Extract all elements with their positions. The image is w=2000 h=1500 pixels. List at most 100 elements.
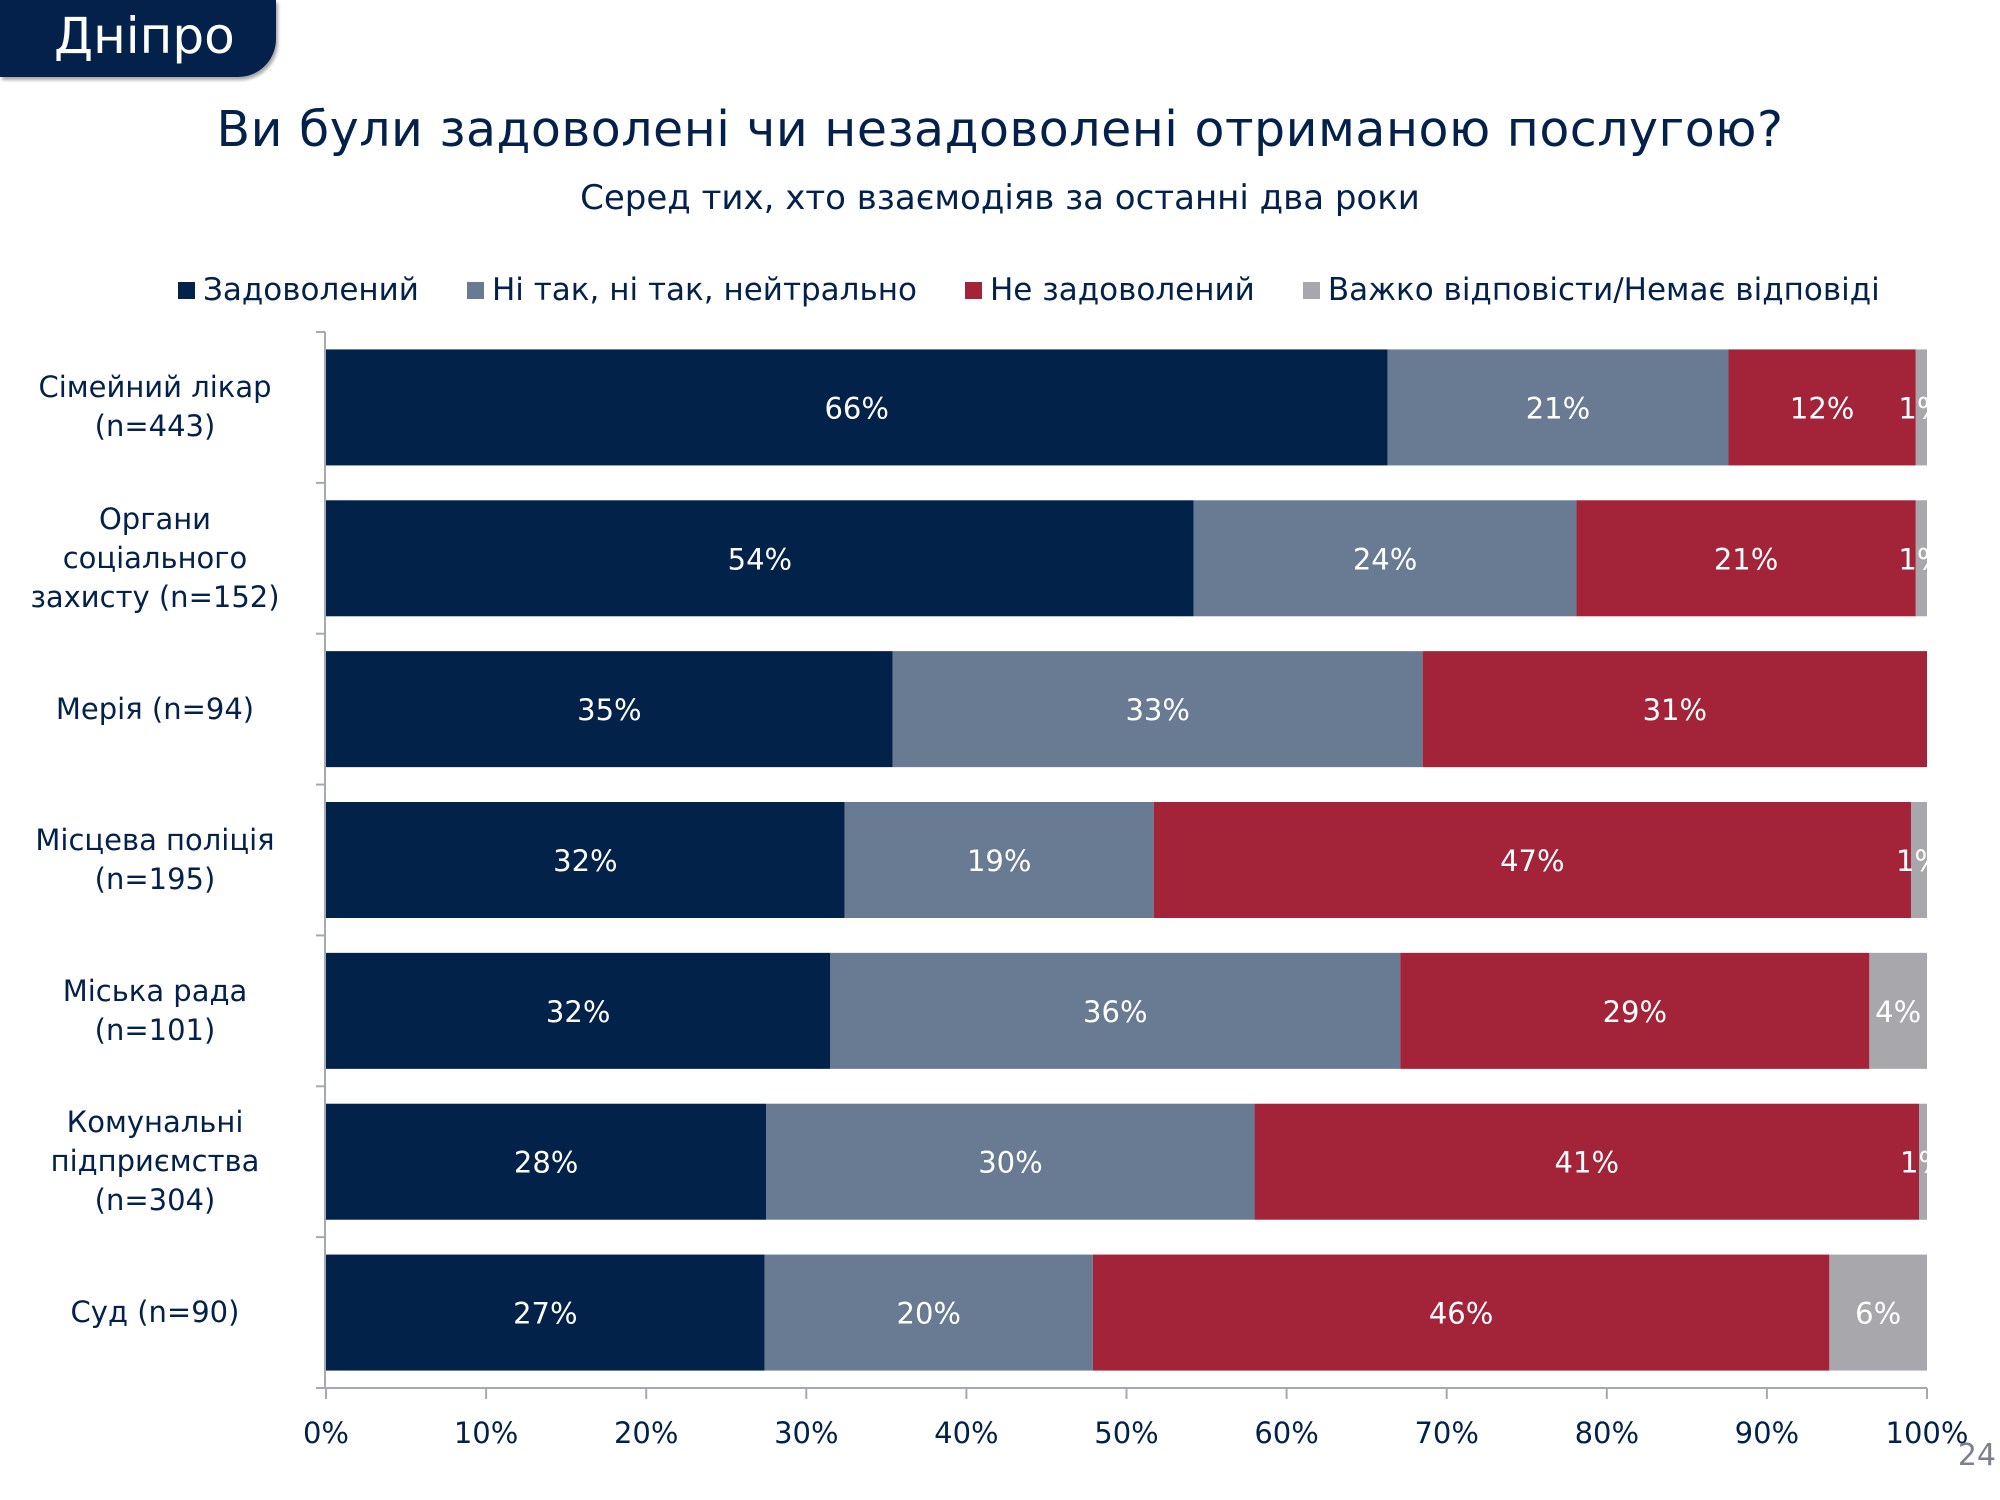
bar-segment-dissatisfied xyxy=(1092,1254,1830,1371)
data-label-satisfied: 32% xyxy=(553,844,617,878)
category-label-line: (n=101) xyxy=(94,1012,216,1047)
chart-title: Ви були задоволені чи незадоволені отрим… xyxy=(216,101,1784,158)
x-tick-label: 70% xyxy=(1414,1416,1478,1450)
x-tick-label: 40% xyxy=(934,1416,998,1450)
category-label-line: підприємства xyxy=(50,1144,260,1179)
bar-segment-no_answer xyxy=(1918,1103,1927,1220)
x-tick-label: 20% xyxy=(614,1416,678,1450)
data-label-dissatisfied: 47% xyxy=(1500,844,1564,878)
bar-segment-neutral xyxy=(844,802,1154,918)
x-tick-label: 50% xyxy=(1094,1416,1158,1450)
bar-segment-dissatisfied xyxy=(1153,802,1911,918)
bar-segment-neutral xyxy=(1193,500,1577,617)
legend-swatch-neutral xyxy=(466,281,484,299)
data-label-dissatisfied: 31% xyxy=(1643,693,1707,727)
bar-segment-satisfied xyxy=(326,1103,767,1220)
page-number: 24 xyxy=(1957,1438,1996,1473)
data-label-dissatisfied: 41% xyxy=(1555,1146,1619,1180)
bar-segment-neutral xyxy=(892,651,1423,768)
data-label-satisfied: 35% xyxy=(577,693,641,727)
legend-item-dissatisfied: Не задоволений xyxy=(965,272,1255,308)
category-label-line: Сімейний лікар xyxy=(38,370,272,405)
bar-segment-satisfied xyxy=(326,651,893,768)
bar-segment-no_answer xyxy=(1910,802,1927,918)
data-label-no_answer: 1% xyxy=(1898,391,1944,425)
bar-segment-satisfied xyxy=(326,1254,765,1371)
bar-segment-satisfied xyxy=(326,500,1194,617)
category-label: Комунальні підприємства (n=304) xyxy=(10,1103,300,1220)
x-tick-label: 80% xyxy=(1575,1416,1639,1450)
bar-segment-dissatisfied xyxy=(1728,349,1916,466)
category-label-line: (n=195) xyxy=(94,862,216,896)
legend-item-neutral: Ні так, ні так, нейтрально xyxy=(466,272,917,308)
category-label-line: соціального xyxy=(62,540,248,575)
category-label-line: Комунальні xyxy=(66,1105,244,1140)
data-label-neutral: 20% xyxy=(897,1297,961,1331)
data-label-neutral: 21% xyxy=(1526,391,1590,425)
legend-label-dissatisfied: Не задоволений xyxy=(990,272,1255,308)
x-tick-label: 30% xyxy=(774,1416,838,1450)
data-label-no_answer: 6% xyxy=(1855,1297,1901,1331)
chart-legend: Задоволений Ні так, ні так, нейтрально Н… xyxy=(178,266,1928,314)
bar-segment-satisfied xyxy=(326,349,1388,466)
bar-segment-dissatisfied xyxy=(1254,1103,1919,1220)
data-label-no_answer: 0% xyxy=(1937,693,1983,727)
data-label-dissatisfied: 46% xyxy=(1429,1297,1493,1331)
bar-segment-neutral xyxy=(766,1103,1255,1220)
category-label: Міська рада (n=101) xyxy=(10,972,300,1050)
legend-swatch-no-answer xyxy=(1302,281,1320,299)
legend-swatch-dissatisfied xyxy=(965,281,982,299)
data-label-neutral: 36% xyxy=(1083,995,1147,1029)
bar-segment-neutral xyxy=(764,1254,1093,1371)
data-label-neutral: 30% xyxy=(978,1146,1042,1180)
category-label-line: Суд (n=90) xyxy=(70,1295,240,1330)
data-label-dissatisfied: 21% xyxy=(1714,542,1778,576)
bar-segment-dissatisfied xyxy=(1400,952,1870,1069)
data-label-satisfied: 54% xyxy=(728,542,792,576)
category-label: Суд (n=90) xyxy=(10,1293,300,1332)
bar-segment-no_answer xyxy=(1829,1254,1927,1371)
x-tick-label: 0% xyxy=(303,1416,349,1450)
data-label-no_answer: 4% xyxy=(1875,995,1921,1029)
legend-item-no-answer: Важко відповісти/Немає відповіді xyxy=(1302,272,1880,308)
bar-segment-dissatisfied xyxy=(1576,500,1916,617)
x-tick-label: 90% xyxy=(1735,1416,1799,1450)
bar-segment-no_answer xyxy=(1869,952,1927,1069)
data-label-neutral: 33% xyxy=(1125,693,1189,727)
category-label: Сімейний лікар (n=443) xyxy=(10,368,300,446)
legend-label-neutral: Ні так, ні так, нейтрально xyxy=(491,272,917,308)
city-badge-label: Дніпро xyxy=(54,7,235,65)
data-label-no_answer: 1% xyxy=(1896,844,1942,878)
bar-segment-dissatisfied xyxy=(1422,651,1927,768)
bar-segment-no_answer xyxy=(1915,349,1927,466)
x-tick-label: 100% xyxy=(1886,1416,1969,1450)
data-label-dissatisfied: 29% xyxy=(1603,995,1667,1029)
data-label-satisfied: 66% xyxy=(824,391,888,425)
bar-segment-satisfied xyxy=(326,952,831,1069)
category-label: Мерія (n=94) xyxy=(10,690,300,729)
x-tick-label: 10% xyxy=(454,1416,518,1450)
category-label: Органи соціального захисту (n=152) xyxy=(10,500,300,617)
data-label-dissatisfied: 12% xyxy=(1790,391,1854,425)
legend-swatch-satisfied xyxy=(178,281,195,299)
category-label-line: Міська рада xyxy=(62,973,248,1008)
data-label-neutral: 24% xyxy=(1353,542,1417,576)
bar-segment-neutral xyxy=(830,952,1401,1069)
data-label-no_answer: 1% xyxy=(1900,1146,1946,1180)
category-label-line: Органи xyxy=(98,501,212,536)
chart-subtitle: Серед тих, хто взаємодіяв за останні два… xyxy=(580,178,1420,218)
category-label-line: Мерія (n=94) xyxy=(55,691,255,726)
bar-segment-no_answer xyxy=(1915,500,1927,617)
category-label: Місцева поліція (n=195) xyxy=(10,821,300,899)
city-badge: Дніпро xyxy=(0,0,276,77)
category-label-line: Місцева поліція xyxy=(35,823,275,857)
category-label-line: (n=304) xyxy=(94,1183,216,1218)
category-label-line: (n=443) xyxy=(94,409,216,444)
data-label-no_answer: 1% xyxy=(1898,542,1944,576)
legend-item-satisfied: Задоволений xyxy=(178,272,419,308)
data-label-neutral: 19% xyxy=(967,844,1031,878)
category-label-line: захисту (n=152) xyxy=(30,579,280,614)
x-tick-label: 60% xyxy=(1254,1416,1318,1450)
legend-label-satisfied: Задоволений xyxy=(203,272,419,308)
